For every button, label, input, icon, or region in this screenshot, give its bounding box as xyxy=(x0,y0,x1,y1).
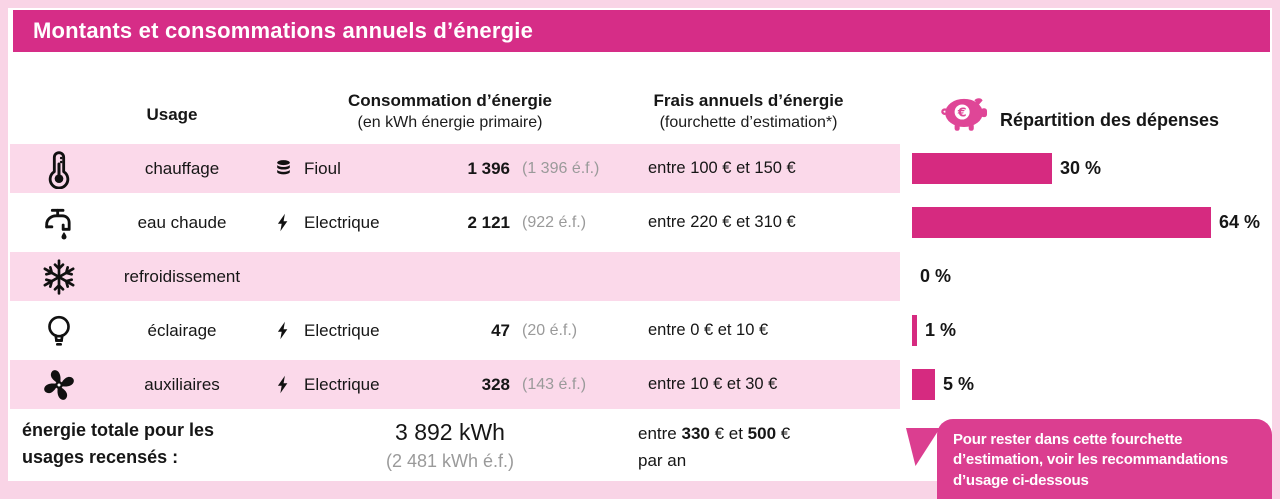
fan-icon xyxy=(37,364,81,405)
energy-source: Fioul xyxy=(273,144,341,193)
table-row-eclairage: éclairage Electrique 47 (20 é.f.) entre … xyxy=(10,306,900,355)
table-row-refroidissement: refroidissement xyxy=(10,252,900,301)
percent-label: 30 % xyxy=(1060,158,1102,178)
table-row-chauffage: chauffage Fioul 1 396 (1 396 é.f.) entre… xyxy=(10,144,900,193)
table-row-eau-chaude: eau chaude Electrique 2 121 (922 é.f.) e… xyxy=(10,198,900,247)
kwh-final-energy: (1 396 é.f.) xyxy=(522,159,600,177)
annual-cost-range: entre 220 € et 310 € xyxy=(648,213,796,231)
table-row-auxiliaires: auxiliaires Electrique 328 (143 é.f.) en… xyxy=(10,360,900,409)
consumption-header-title: Consommation d’énergie xyxy=(347,91,553,110)
kwh-final-energy: (922 é.f.) xyxy=(522,213,587,231)
usage-label: refroidissement xyxy=(123,266,241,286)
energy-source-label: Electrique xyxy=(304,212,380,232)
bar-eclairage xyxy=(912,315,917,346)
chart-bar-row-chauffage: 30 % xyxy=(912,144,1101,193)
chart-bar-row-eclairage: 1 % xyxy=(912,306,956,355)
svg-text:€: € xyxy=(957,105,967,120)
snowflake-icon xyxy=(37,256,81,297)
total-kwh-final-energy: (2 481 kWh é.f.) xyxy=(385,451,515,471)
total-cost-line2: par an xyxy=(638,451,687,470)
consumption-header-sub: (en kWh énergie primaire) xyxy=(357,114,543,131)
lightning-icon xyxy=(277,375,288,394)
cost-header-sub: (fourchette d’estimation*) xyxy=(659,114,838,131)
total-cost-line1: entre 330 € et 500 € xyxy=(638,424,791,443)
lightning-icon xyxy=(277,321,288,340)
usage-label: chauffage xyxy=(144,158,220,178)
percent-label: 5 % xyxy=(943,374,975,394)
energy-source: Electrique xyxy=(273,198,380,247)
chart-bar-row-refroidissement: 0 % xyxy=(912,252,951,301)
total-energy-label: énergie totale pour les usages recensés … xyxy=(22,420,215,467)
percent-label: 1 % xyxy=(925,320,957,340)
lightning-icon xyxy=(277,213,288,232)
annual-cost-range: entre 0 € et 10 € xyxy=(648,321,769,339)
kwh-value: 2 121 xyxy=(467,212,510,232)
total-kwh-value: 3 892 kWh xyxy=(395,419,505,445)
title-bar: Montants et consommations annuels d’éner… xyxy=(13,10,1270,52)
kwh-final-energy: (143 é.f.) xyxy=(522,375,587,393)
kwh-final-energy: (20 é.f.) xyxy=(522,321,578,339)
kwh-value: 1 396 xyxy=(467,158,510,178)
column-header-cost: Frais annuels d’énergie (fourchette d’es… xyxy=(626,91,871,132)
chart-bar-row-eau-chaude: 64 % xyxy=(912,198,1260,247)
annual-cost-range: entre 10 € et 30 € xyxy=(648,375,778,393)
percent-label: 0 % xyxy=(920,266,952,286)
column-header-usage: Usage xyxy=(146,105,198,124)
lightbulb-icon xyxy=(37,310,81,351)
chart-title: Répartition des dépenses xyxy=(1000,110,1220,130)
energy-source: Electrique xyxy=(273,360,380,409)
callout-note: Pour rester dans cette fourchette d’esti… xyxy=(937,419,1272,499)
bar-auxiliaires xyxy=(912,369,935,400)
kwh-value: 47 xyxy=(491,320,510,340)
column-header-consumption: Consommation d’énergie (en kWh énergie p… xyxy=(330,91,570,132)
energy-source-label: Electrique xyxy=(304,374,380,394)
energy-source: Electrique xyxy=(273,306,380,355)
bar-chauffage xyxy=(912,153,1052,184)
cost-header-title: Frais annuels d’énergie xyxy=(653,91,844,110)
usage-label: éclairage xyxy=(147,320,217,340)
energy-source-label: Fioul xyxy=(304,158,341,178)
thermometer-icon xyxy=(37,148,81,189)
percent-label: 64 % xyxy=(1219,212,1261,232)
bar-eau-chaude xyxy=(912,207,1211,238)
energy-source-label: Electrique xyxy=(304,320,380,340)
usage-label: auxiliaires xyxy=(144,374,220,394)
page-title: Montants et consommations annuels d’éner… xyxy=(33,18,534,43)
piggy-bank-icon: € xyxy=(941,98,988,131)
usage-label: eau chaude xyxy=(137,212,227,232)
total-cost-range: entre 330 € et 500 € par an xyxy=(638,420,790,474)
chart-bar-row-auxiliaires: 5 % xyxy=(912,360,974,409)
kwh-value: 328 xyxy=(481,374,510,394)
annual-cost-range: entre 100 € et 150 € xyxy=(648,159,796,177)
fuel-barrel-icon xyxy=(277,160,290,175)
faucet-icon xyxy=(37,202,81,243)
